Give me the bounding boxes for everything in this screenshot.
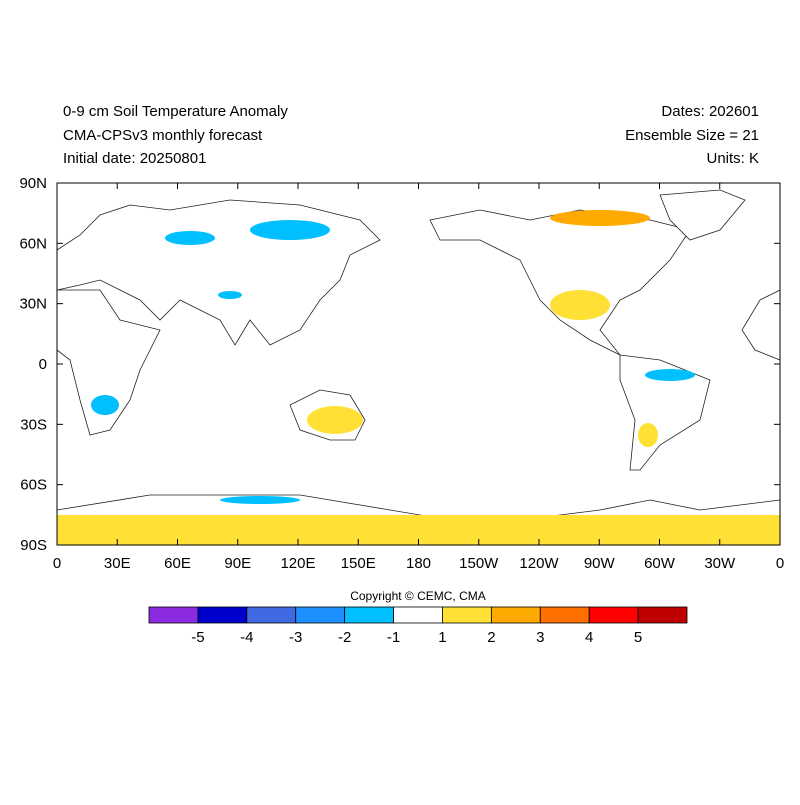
warm-patch xyxy=(307,406,363,434)
ensemble: Ensemble Size = 21 xyxy=(625,127,759,144)
west-africa xyxy=(741,289,781,361)
colorbar-label: 4 xyxy=(585,629,593,646)
title: 0-9 cm Soil Temperature Anomaly xyxy=(63,103,288,120)
cold-patch xyxy=(645,369,695,381)
warm-patch xyxy=(638,423,658,447)
lon-tick-label: 90W xyxy=(584,555,616,572)
cold-patch xyxy=(220,496,300,504)
colorbar-box xyxy=(637,606,688,624)
map xyxy=(56,182,781,546)
lon-tick-label: 0 xyxy=(53,555,61,572)
lat-tick-label: 30S xyxy=(20,416,47,433)
colorbar-box xyxy=(148,606,199,624)
colorbar-box xyxy=(246,606,297,624)
lon-tick-label: 30W xyxy=(704,555,736,572)
colorbar-box xyxy=(588,606,639,624)
colorbar-box xyxy=(442,606,492,624)
colorbar-box xyxy=(344,606,394,624)
model: CMA-CPSv3 monthly forecast xyxy=(63,127,263,144)
africa xyxy=(56,289,161,436)
units: Units: K xyxy=(706,150,759,167)
cold-patch xyxy=(218,291,242,299)
lat-tick-label: 60S xyxy=(20,477,47,494)
lon-tick-label: 90E xyxy=(224,555,251,572)
initial-date: Initial date: 20250801 xyxy=(63,150,206,167)
colorbar-box xyxy=(539,606,590,624)
lon-tick-label: 150W xyxy=(459,555,499,572)
dates: Dates: 202601 xyxy=(661,103,759,120)
colorbar-label: 2 xyxy=(487,629,495,646)
colorbar-box xyxy=(197,606,248,624)
lon-tick-label: 180 xyxy=(406,555,431,572)
cold-patch xyxy=(91,395,119,415)
cold-patch xyxy=(165,231,215,245)
colorbar-label: -4 xyxy=(240,629,253,646)
lon-tick-label: 150E xyxy=(341,555,376,572)
lon-tick-label: 120E xyxy=(280,555,315,572)
lon-tick-label: 60E xyxy=(164,555,191,572)
colorbar-label: -3 xyxy=(289,629,302,646)
colorbar-box xyxy=(295,606,346,624)
colorbar-box xyxy=(490,606,541,624)
colorbar-label: -2 xyxy=(338,629,351,646)
lat-tick-label: 30N xyxy=(19,296,47,313)
colorbar-label: -1 xyxy=(387,629,400,646)
lon-tick-label: 0 xyxy=(776,555,784,572)
warm-patch xyxy=(550,210,650,226)
cold-patch xyxy=(250,220,330,240)
lat-tick-label: 0 xyxy=(39,356,47,373)
lon-tick-label: 120W xyxy=(519,555,559,572)
north-america xyxy=(429,209,691,356)
colorbar-box xyxy=(393,606,443,624)
lon-tick-label: 30E xyxy=(104,555,131,572)
lat-tick-label: 60N xyxy=(19,235,47,252)
lat-tick-label: 90S xyxy=(20,537,47,554)
greenland xyxy=(659,189,746,241)
lat-tick-label: 90N xyxy=(19,175,47,192)
copyright: Copyright © CEMC, CMA xyxy=(350,589,486,603)
warm-patch xyxy=(550,290,610,320)
colorbar-label: -5 xyxy=(191,629,204,646)
colorbar-label: 3 xyxy=(536,629,544,646)
colorbar-label: 5 xyxy=(634,629,642,646)
lon-tick-label: 60W xyxy=(644,555,676,572)
colorbar-label: 1 xyxy=(438,629,446,646)
